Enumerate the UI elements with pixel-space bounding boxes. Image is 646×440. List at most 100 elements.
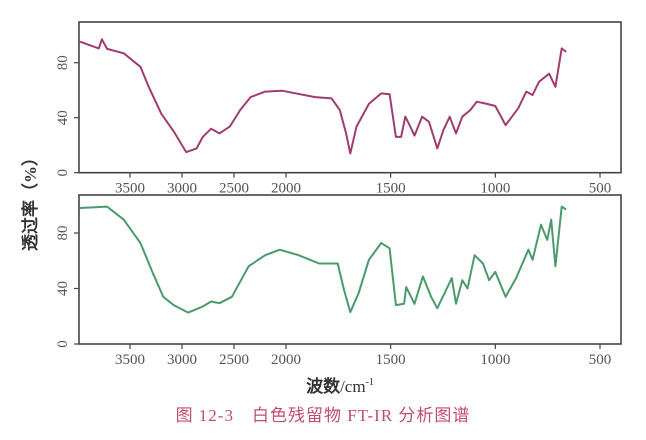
data-point-top xyxy=(554,86,557,88)
data-point-top xyxy=(525,90,527,93)
data-point-bottom xyxy=(540,224,542,226)
data-point-top xyxy=(218,132,221,134)
x-tick-label-top: 1500 xyxy=(376,181,406,197)
data-point-bottom xyxy=(461,279,463,281)
x-tick-label-bottom: 500 xyxy=(589,352,612,368)
data-point-bottom xyxy=(436,307,438,309)
data-point-bottom xyxy=(430,296,432,298)
data-point-top xyxy=(123,52,125,54)
data-point-bottom xyxy=(202,305,204,308)
data-point-top xyxy=(476,101,478,103)
data-point-bottom xyxy=(343,289,345,291)
data-point-top xyxy=(455,132,457,134)
data-point-top xyxy=(548,73,550,75)
data-point-bottom xyxy=(106,206,108,208)
data-point-top xyxy=(486,103,488,105)
data-point-top xyxy=(395,136,397,138)
data-point-top xyxy=(331,97,333,100)
data-point-bottom xyxy=(515,277,517,279)
data-point-top xyxy=(281,90,283,92)
data-point-bottom xyxy=(561,206,563,208)
data-point-top xyxy=(413,134,416,137)
x-axis-title-unit: /cm xyxy=(340,377,366,396)
x-tick-label-top: 2000 xyxy=(271,181,301,197)
y-tick-label-bottom: 0 xyxy=(55,340,71,348)
data-point-bottom xyxy=(337,262,339,265)
data-point-bottom xyxy=(482,262,484,265)
x-axis-title: 波数/cm-1 xyxy=(306,376,374,396)
spectrum-line-top xyxy=(79,38,567,155)
data-point-top xyxy=(469,109,472,111)
x-tick-label-bottom: 2000 xyxy=(271,352,301,368)
data-point-top xyxy=(210,128,212,130)
data-point-bottom xyxy=(380,242,382,244)
y-tick-label-bottom: 40 xyxy=(55,281,71,296)
data-point-top xyxy=(517,107,519,109)
data-point-top xyxy=(106,48,108,50)
data-point-bottom xyxy=(554,265,557,267)
data-point-top xyxy=(239,109,241,111)
data-point-bottom xyxy=(368,259,370,261)
data-point-bottom xyxy=(422,275,424,278)
data-point-bottom xyxy=(187,312,189,314)
x-tick-label-bottom: 3000 xyxy=(167,352,197,368)
data-point-top xyxy=(380,92,382,94)
data-point-bottom xyxy=(403,303,405,305)
data-point-top xyxy=(442,129,445,131)
data-point-top xyxy=(421,116,423,118)
data-point-top xyxy=(461,116,463,118)
data-point-bottom xyxy=(218,302,221,304)
data-point-top xyxy=(428,121,430,123)
x-tick-label-top: 1000 xyxy=(480,181,510,197)
data-point-top xyxy=(504,124,507,126)
data-point-bottom xyxy=(405,286,407,288)
y-axis-title: 透过率（%） xyxy=(20,149,40,251)
data-point-bottom xyxy=(413,303,416,305)
data-point-top xyxy=(531,94,534,96)
x-tick-label-top: 2500 xyxy=(219,181,249,197)
data-point-bottom xyxy=(139,242,141,244)
data-point-bottom xyxy=(123,219,125,221)
data-point-top xyxy=(409,126,411,128)
data-point-top xyxy=(345,132,347,134)
y-tick-label-top: 0 xyxy=(55,169,71,177)
data-point-bottom xyxy=(210,300,212,303)
figure-caption: 图 12-3 白色残留物 FT-IR 分析图谱 xyxy=(175,406,471,425)
data-point-bottom xyxy=(389,247,391,249)
data-point-top xyxy=(98,47,100,50)
data-point-bottom xyxy=(550,219,552,221)
data-point-bottom xyxy=(474,254,476,256)
data-point-bottom xyxy=(531,259,534,261)
data-point-bottom xyxy=(318,262,320,265)
x-axis-title-sup: -1 xyxy=(366,377,374,388)
data-point-top xyxy=(185,151,187,153)
data-point-top xyxy=(173,130,175,133)
data-point-top xyxy=(264,90,266,93)
data-point-bottom xyxy=(264,254,266,256)
data-point-bottom xyxy=(504,296,507,298)
data-point-top xyxy=(79,41,81,43)
data-point-bottom xyxy=(488,279,490,281)
data-point-top xyxy=(339,109,341,111)
data-point-top xyxy=(229,126,231,128)
data-point-bottom xyxy=(527,249,530,251)
data-point-bottom xyxy=(455,303,457,305)
data-point-bottom xyxy=(297,254,300,256)
x-tick-label-bottom: 1000 xyxy=(480,352,510,368)
data-point-bottom xyxy=(247,265,250,267)
data-point-top xyxy=(436,147,438,149)
spectrum-line-bottom xyxy=(80,205,567,314)
data-point-bottom xyxy=(466,287,469,290)
x-tick-label-bottom: 3500 xyxy=(115,352,145,368)
data-point-bottom xyxy=(395,304,397,306)
data-point-bottom xyxy=(152,272,154,274)
data-point-top xyxy=(355,126,358,128)
x-tick-label-bottom: 1500 xyxy=(376,352,406,368)
y-tick-label-bottom: 80 xyxy=(55,226,71,241)
data-point-bottom xyxy=(565,208,567,211)
y-tick-label-top: 40 xyxy=(55,110,71,125)
data-point-bottom xyxy=(546,239,548,241)
data-point-top xyxy=(368,103,370,105)
data-point-bottom xyxy=(494,271,496,273)
